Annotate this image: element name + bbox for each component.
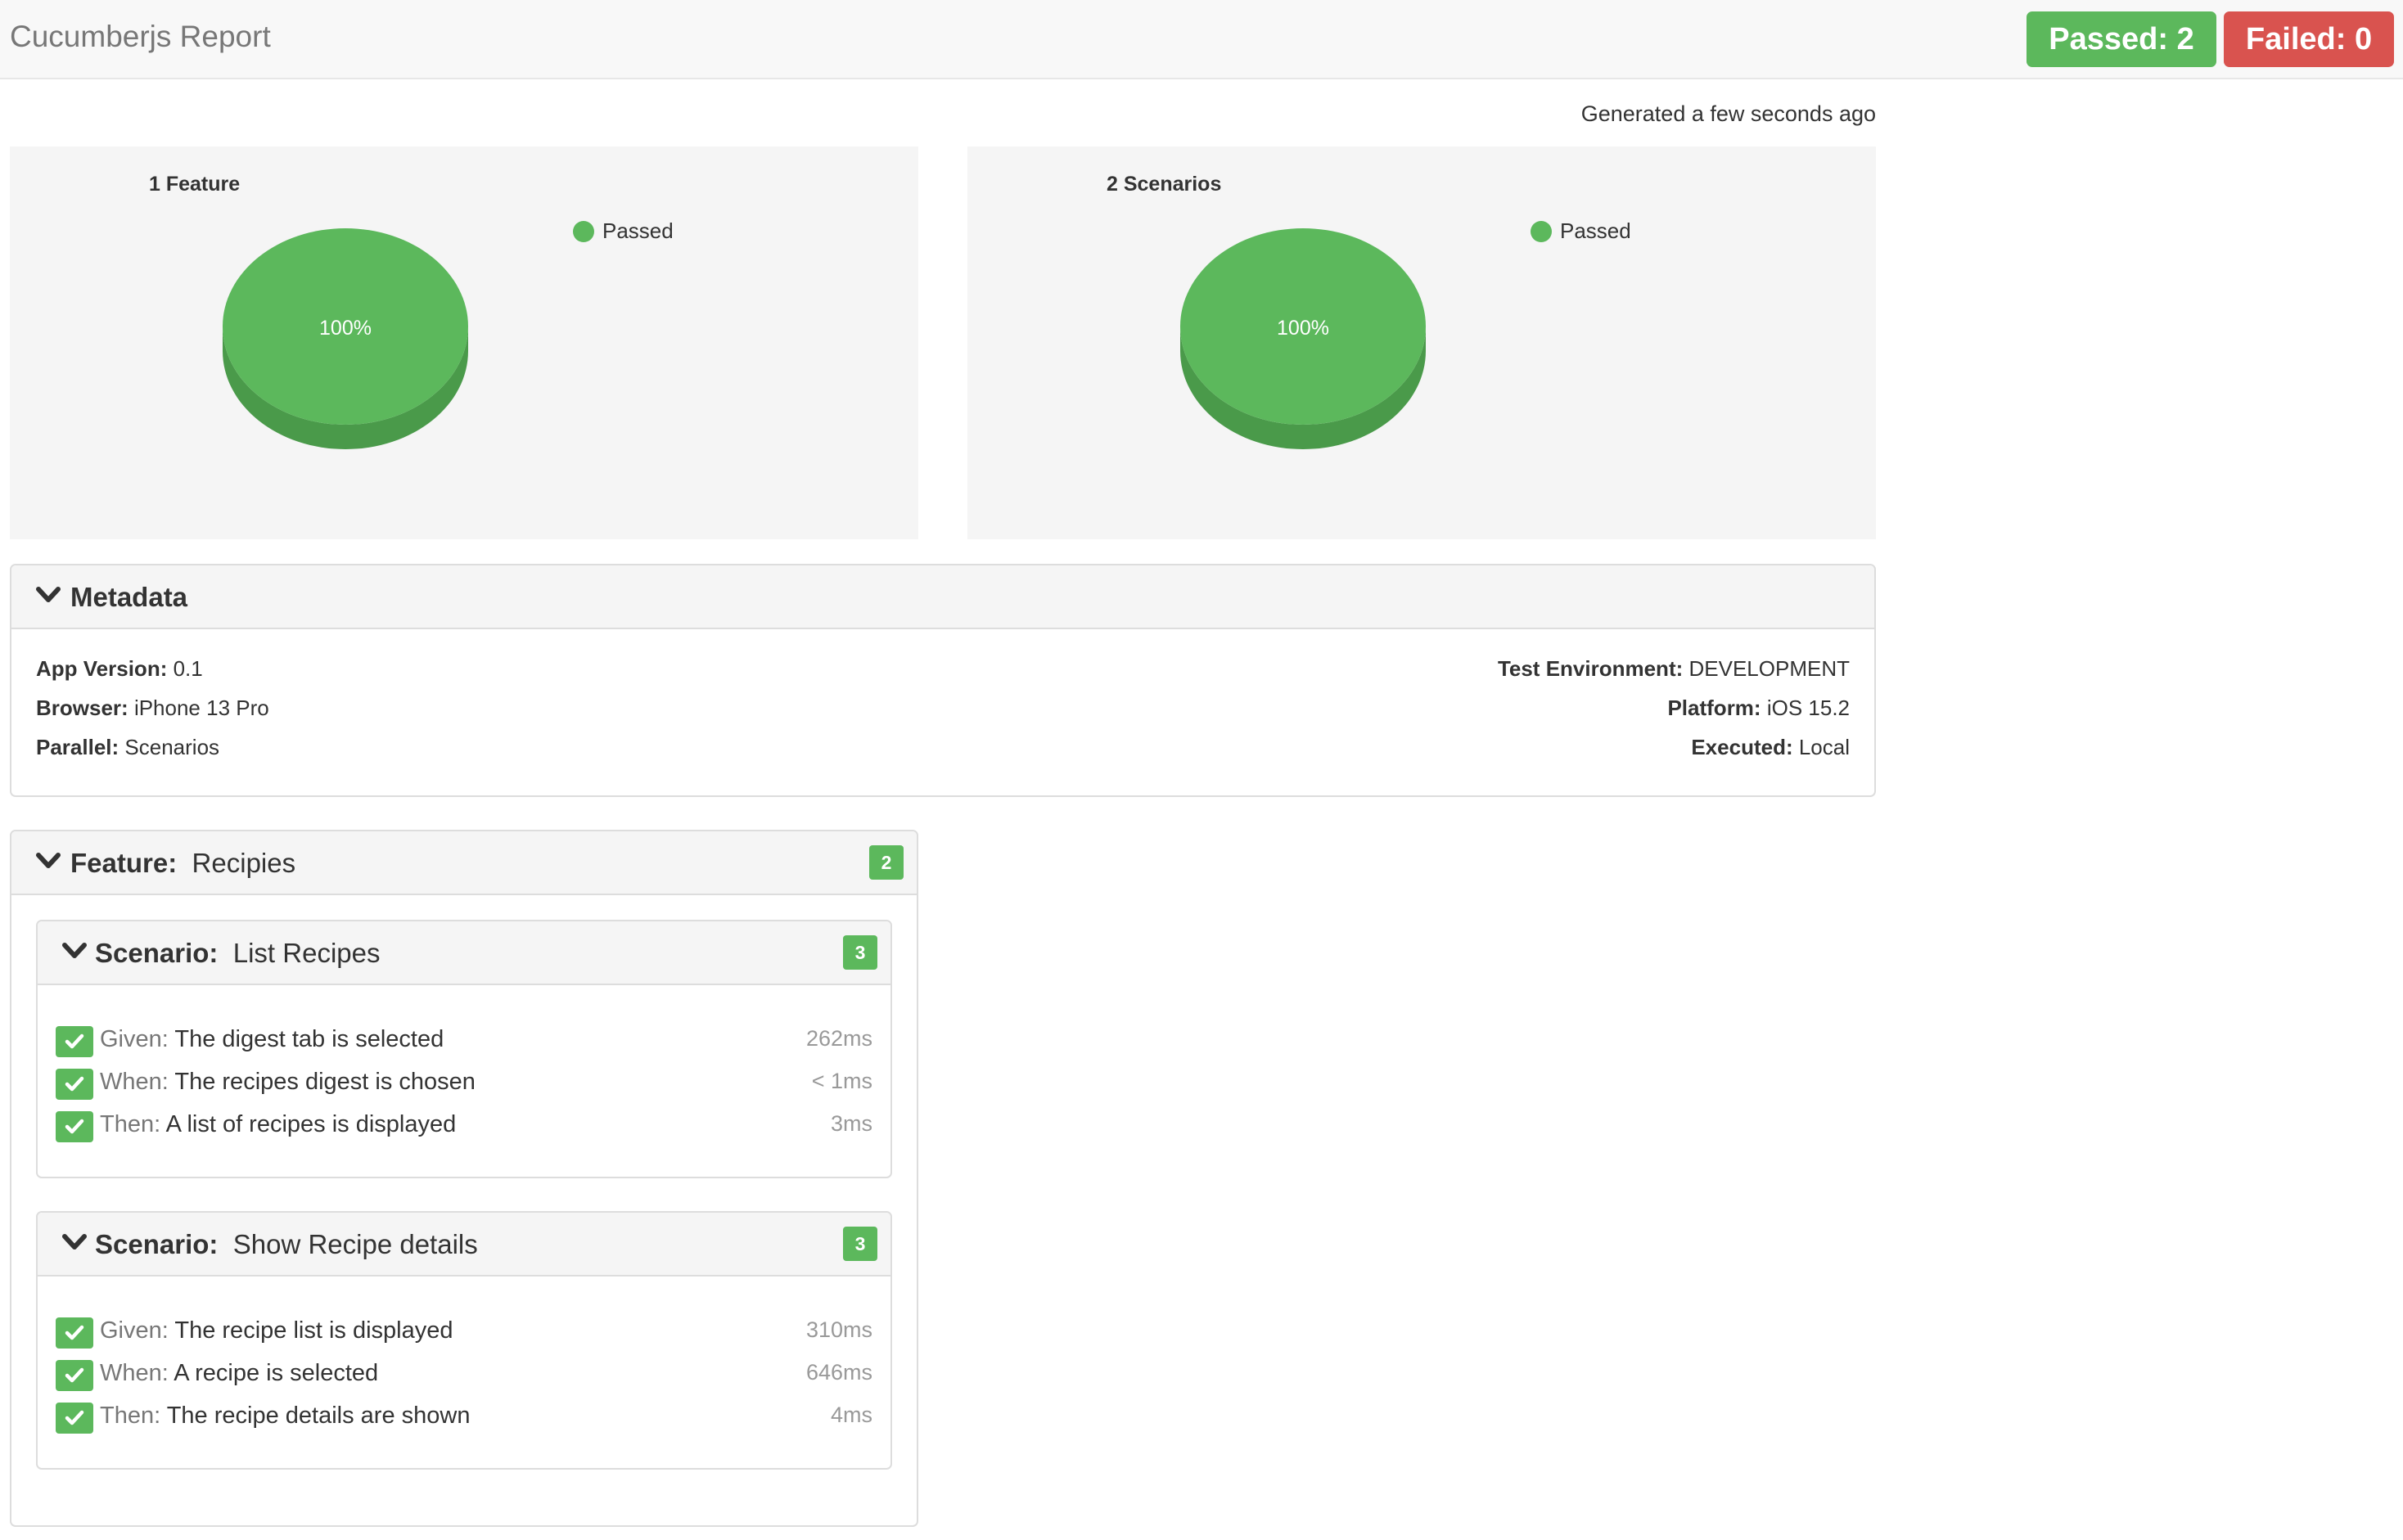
step-text: Then: The recipe details are shown xyxy=(100,1403,471,1429)
scenario-title: Scenario: List Recipes xyxy=(95,938,381,968)
step-row[interactable]: When: The recipes digest is chosen < 1ms xyxy=(56,1065,872,1101)
chevron-down-icon xyxy=(62,943,87,958)
pie-slice-passed xyxy=(1180,228,1426,425)
meta-executed: Executed: Local xyxy=(1691,735,1850,759)
scenarios-chart-panel: 2 Scenarios Passed 100% xyxy=(967,146,1876,539)
passed-count-badge: Passed: 2 xyxy=(2027,11,2216,67)
navbar: Cucumberjs Report Passed: 2 Failed: 0 xyxy=(0,0,2403,79)
step-row[interactable]: Then: A list of recipes is displayed 3ms xyxy=(56,1108,872,1144)
step-text: Given: The digest tab is selected xyxy=(100,1026,444,1052)
feature-scenario-count-badge: 2 xyxy=(869,845,904,880)
chevron-down-icon xyxy=(62,1234,87,1250)
metadata-panel: Metadata App Version: 0.1 Browser: iPhon… xyxy=(10,564,1876,797)
step-duration: 646ms xyxy=(805,1360,872,1385)
scenario-header[interactable]: Scenario: List Recipes 3 xyxy=(38,921,890,985)
scenario-step-count-badge: 3 xyxy=(843,1227,877,1261)
step-passed-check-icon xyxy=(56,1111,93,1142)
meta-platform: Platform: iOS 15.2 xyxy=(1667,696,1850,720)
step-row[interactable]: Then: The recipe details are shown 4ms xyxy=(56,1399,872,1435)
scenario-title: Scenario: Show Recipe details xyxy=(95,1229,478,1259)
pie-slice-label: 100% xyxy=(1277,317,1329,340)
legend-marker xyxy=(1531,221,1552,242)
features-chart-panel: 1 Feature Passed 100% xyxy=(10,146,918,539)
step-row[interactable]: Given: The recipe list is displayed 310m… xyxy=(56,1314,872,1350)
metadata-title: Metadata xyxy=(70,582,188,612)
step-duration: < 1ms xyxy=(811,1069,872,1093)
feature-panel: Feature: Recipies 2 Scenario: List Recip… xyxy=(10,830,918,1527)
step-duration: 3ms xyxy=(830,1111,872,1136)
meta-test-environment: Test Environment: DEVELOPMENT xyxy=(1497,656,1850,681)
scenario-panel: Scenario: Show Recipe details 3 Given: T… xyxy=(36,1211,892,1470)
meta-app-version: App Version: 0.1 xyxy=(36,656,203,681)
step-passed-check-icon xyxy=(56,1360,93,1391)
step-text: Then: A list of recipes is displayed xyxy=(100,1111,457,1137)
step-row[interactable]: When: A recipe is selected 646ms xyxy=(56,1357,872,1393)
generated-timestamp: Generated a few seconds ago xyxy=(1580,101,1876,126)
chevron-down-icon xyxy=(36,587,61,602)
report-title[interactable]: Cucumberjs Report xyxy=(10,20,271,53)
chart-title: 1 Feature xyxy=(149,173,241,196)
feature-header[interactable]: Feature: Recipies 2 xyxy=(11,831,917,895)
step-duration: 310ms xyxy=(805,1317,872,1342)
legend-label: Passed xyxy=(602,218,674,243)
pie-slice-side xyxy=(1180,326,1426,449)
chevron-down-icon xyxy=(36,853,61,868)
scenario-step-count-badge: 3 xyxy=(843,935,877,970)
step-passed-check-icon xyxy=(56,1026,93,1057)
legend-label: Passed xyxy=(1560,218,1631,243)
step-passed-check-icon xyxy=(56,1069,93,1100)
step-passed-check-icon xyxy=(56,1403,93,1434)
scenarios-pie-chart[interactable]: 100% xyxy=(1179,228,1427,457)
step-text: When: The recipes digest is chosen xyxy=(100,1069,476,1095)
scenario-panel: Scenario: List Recipes 3 Given: The dige… xyxy=(36,920,892,1178)
step-duration: 4ms xyxy=(830,1403,872,1427)
meta-browser: Browser: iPhone 13 Pro xyxy=(36,696,269,720)
chart-title: 2 Scenarios xyxy=(1107,173,1222,196)
scenario-header[interactable]: Scenario: Show Recipe details 3 xyxy=(38,1213,890,1277)
meta-parallel: Parallel: Scenarios xyxy=(36,735,220,759)
feature-title: Feature: Recipies xyxy=(70,848,296,878)
legend-marker xyxy=(573,221,594,242)
features-pie-chart[interactable]: 100% xyxy=(221,228,470,457)
step-row[interactable]: Given: The digest tab is selected 262ms xyxy=(56,1023,872,1059)
step-passed-check-icon xyxy=(56,1317,93,1349)
step-duration: 262ms xyxy=(805,1026,872,1051)
pie-slice-passed xyxy=(223,228,468,425)
pie-slice-side xyxy=(223,326,468,449)
failed-count-badge: Failed: 0 xyxy=(2224,11,2394,67)
step-text: When: A recipe is selected xyxy=(100,1360,379,1386)
step-text: Given: The recipe list is displayed xyxy=(100,1317,453,1344)
pie-slice-label: 100% xyxy=(319,317,372,340)
metadata-header[interactable]: Metadata xyxy=(11,565,1874,629)
